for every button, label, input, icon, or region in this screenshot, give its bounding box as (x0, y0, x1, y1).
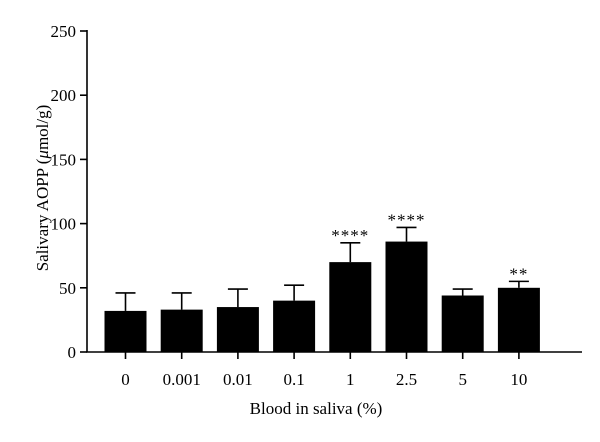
y-tick-label: 100 (51, 215, 77, 234)
bar (160, 309, 203, 352)
significance-label: **** (388, 210, 426, 229)
x-axis-label: Blood in saliva (%) (250, 399, 383, 418)
bar (216, 307, 259, 352)
bars: ********** (104, 210, 540, 352)
x-tick-label: 0.001 (163, 370, 201, 389)
bar (329, 262, 372, 352)
x-axis: 0 0.001 0.01 0.1 1 2.5 5 10 (86, 351, 582, 389)
y-tick-label: 50 (59, 279, 76, 298)
y-tick-label: 0 (68, 343, 77, 362)
bar (441, 295, 484, 352)
bar (497, 287, 540, 352)
x-tick-label: 0.01 (223, 370, 253, 389)
y-tick-label: 150 (51, 150, 77, 169)
y-axis-label-post: mol/g) (33, 105, 52, 150)
y-axis-label-pre: Salivary AOPP ( (33, 158, 52, 271)
bar (273, 300, 316, 352)
bar (104, 310, 147, 352)
y-axis: 0 50 100 150 200 250 (51, 22, 88, 362)
y-axis-label: Salivary AOPP (μmol/g) (33, 105, 52, 272)
y-axis-label-mu: μ (33, 150, 52, 160)
x-tick-label: 0 (121, 370, 130, 389)
significance-label: **** (331, 226, 369, 245)
x-tick-label: 10 (510, 370, 527, 389)
x-tick-label: 5 (458, 370, 467, 389)
y-tick-label: 200 (51, 86, 77, 105)
bar (385, 241, 428, 352)
y-tick-label: 250 (51, 22, 77, 41)
x-tick-label: 0.1 (283, 370, 304, 389)
x-tick-label: 1 (346, 370, 355, 389)
significance-label: ** (509, 264, 528, 283)
x-tick-label: 2.5 (396, 370, 417, 389)
